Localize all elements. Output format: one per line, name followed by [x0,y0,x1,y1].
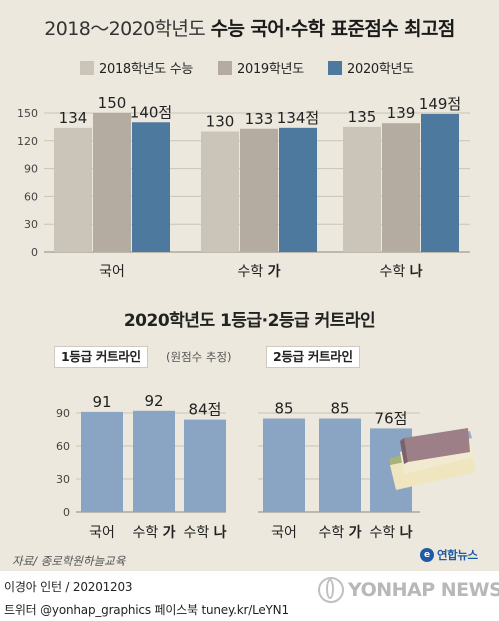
author-credit: 이경아 인턴 / 20201203 [4,580,133,594]
legend-swatch-2018 [80,60,94,75]
title-main: 수능 국어·수학 표준점수 최고점 [210,18,456,40]
x-category-label: 국어 [89,525,115,541]
legend-label-2018: 2018학년도 수능 [99,62,194,77]
bar-value-label: 135 [348,108,377,126]
bar [279,127,317,252]
x-category-label: 국어 [271,525,297,541]
y-tick-label: 60 [24,190,38,203]
legend-label-2019: 2019학년도 [237,62,304,77]
bar-value-label: 150 [98,94,127,112]
bar-value-label: 139 [387,104,416,122]
bar [343,126,381,252]
bar [132,122,170,252]
y-tick-label: 30 [56,473,70,486]
y-tick-label: 30 [24,218,38,231]
bar [421,113,459,252]
legend-item-2020: 2020학년도 [328,58,414,77]
social-credit: 트위터 @yonhap_graphics 페이스북 tuney.kr/LeYN1 [4,603,289,617]
bar-value-label: 130 [206,113,235,131]
y-tick-label: 150 [17,107,38,120]
bar [54,127,92,252]
y-tick-label: 90 [56,407,70,420]
y-tick-label: 60 [56,440,70,453]
bar-value-label: 133 [245,110,274,128]
y-tick-label: 0 [31,246,38,259]
chart-legend: 2018학년도 수능 2019학년도 2020학년도 [0,58,499,82]
grade2-cutline-label: 2등급 커트라인 [266,346,360,368]
x-category-label: 수학 나 [183,525,226,541]
bar-value-label: 134 [59,109,88,127]
bar [382,123,420,252]
x-category-label: 수학 나 [379,264,422,280]
bar [240,128,278,252]
bar-value-label: 92 [144,392,163,410]
x-category-label: 수학 나 [369,525,412,541]
book-top-edge [400,438,408,464]
bar [133,410,175,512]
watermark-text: YONHAP NEWS [348,579,499,601]
x-category-label: 국어 [99,264,125,280]
bar [263,418,305,512]
bar-value-label: 134점 [277,109,319,127]
data-source: 자료/ 종로학원하늘교육 [12,554,126,568]
bar-value-label: 91 [92,393,111,411]
bar [93,113,131,252]
bar [319,418,361,512]
books-illustration [390,428,476,490]
yonhap-watermark: YONHAP NEWS [318,577,499,603]
title-year-range: 2018～2020학년도 [44,18,206,40]
x-category-label: 수학 가 [132,525,175,541]
bar [201,131,239,252]
infographic-title: 2018～2020학년도 수능 국어·수학 표준점수 최고점 [0,14,499,41]
bar-value-label: 140점 [130,103,172,121]
legend-item-2018: 2018학년도 수능 [80,58,193,77]
bar-value-label: 76점 [375,409,408,427]
bar-value-label: 85 [274,400,293,418]
grade1-cutline-label: 1등급 커트라인 [54,346,148,368]
book-top-cover [404,428,470,462]
globe-icon [318,577,344,603]
bar [81,411,123,512]
legend-swatch-2020 [328,60,342,75]
agency-logo: e 연합뉴스 [420,547,478,563]
bar-value-label: 149점 [419,95,461,113]
bar-value-label: 84점 [189,401,222,419]
legend-swatch-2019 [218,60,232,75]
bar [184,419,226,512]
legend-label-2020: 2020학년도 [347,62,414,77]
grade1-cutline-note: (원점수 추정) [166,350,232,364]
agency-name: 연합뉴스 [437,548,478,562]
y-tick-label: 0 [63,506,70,519]
y-tick-label: 120 [17,135,38,148]
y-tick-label: 90 [24,163,38,176]
cutline-section-title: 2020학년도 1등급·2등급 커트라인 [123,311,376,331]
agency-logo-icon: e [420,548,434,562]
x-category-label: 수학 가 [318,525,361,541]
x-category-label: 수학 가 [237,264,280,280]
legend-item-2019: 2019학년도 [218,58,304,77]
bar-value-label: 85 [330,400,349,418]
